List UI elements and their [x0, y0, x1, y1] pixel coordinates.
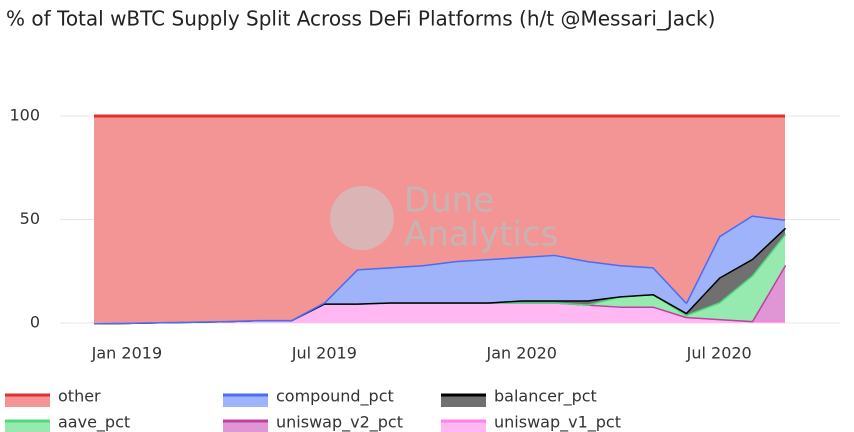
legend-label: uniswap_v2_pct — [276, 413, 403, 432]
legend-label: uniswap_v1_pct — [494, 413, 621, 432]
legend-swatch — [223, 395, 268, 407]
area — [94, 215, 785, 323]
area — [94, 233, 785, 323]
legend-swatch — [5, 421, 50, 432]
x-tick-label: Jul 2019 — [291, 344, 357, 363]
x-tick-label: Jan 2019 — [91, 344, 162, 363]
legend-swatch — [441, 395, 486, 407]
legend-label: balancer_pct — [494, 387, 597, 407]
legend-label: compound_pct — [276, 387, 394, 407]
area — [94, 116, 785, 323]
plot — [60, 114, 840, 325]
x-tick-label: Jan 2020 — [486, 344, 557, 363]
area — [94, 302, 785, 323]
y-tick-label: 0 — [30, 313, 40, 332]
y-tick-label: 100 — [9, 106, 40, 125]
legend-swatch — [5, 395, 50, 407]
watermark: Dune — [404, 181, 494, 221]
legend-label: other — [58, 387, 101, 406]
y-tick-label: 50 — [20, 209, 40, 228]
chart-title: % of Total wBTC Supply Split Across DeFi… — [6, 7, 715, 31]
watermark-logo — [330, 186, 394, 250]
legend-swatch — [223, 421, 268, 432]
watermark: Analytics — [404, 215, 558, 255]
x-tick-label: Jul 2020 — [686, 344, 752, 363]
legend-swatch — [441, 421, 486, 432]
legend-label: aave_pct — [58, 413, 130, 432]
